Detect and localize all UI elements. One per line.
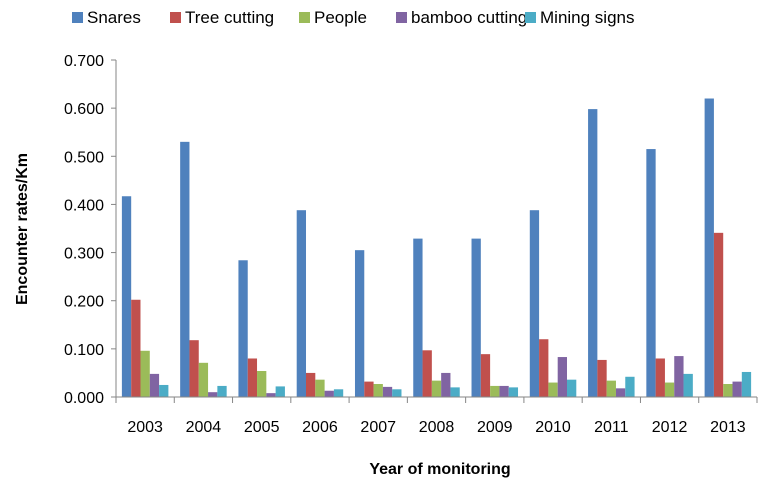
bar-bamboo-cutting [208,392,218,397]
bar-tree-cutting [247,358,258,397]
bar-tree-cutting [422,350,432,397]
bar-mining-signs [159,384,169,397]
bar-tree-cutting [539,339,549,397]
x-tick-label: 2010 [535,419,571,436]
bar-tree-cutting [480,354,491,397]
bar-bamboo-cutting [441,372,451,397]
legend-swatch [299,12,310,23]
bar-snares [296,210,307,397]
y-tick-label: 0.400 [64,197,104,214]
bar-snares [704,98,714,397]
bar-people [431,380,442,397]
legend-swatch [396,12,407,23]
bar-people [664,382,675,397]
bar-tree-cutting [306,372,316,397]
x-tick-label: 2006 [302,419,338,436]
bar-snares [354,250,365,397]
y-tick-label: 0.100 [64,342,104,359]
bar-tree-cutting [364,381,374,397]
bar-mining-signs [508,387,519,397]
bar-people [373,384,383,397]
bar-tree-cutting [713,232,724,397]
bar-mining-signs [683,373,693,397]
bar-mining-signs [625,376,635,397]
bar-mining-signs [275,386,285,397]
bar-people [198,362,209,397]
bar-tree-cutting [189,340,199,397]
bar-people [490,385,500,397]
bar-people [723,384,733,397]
legend-swatch [170,12,181,23]
y-axis-title: Encounter rates/Km [14,153,31,305]
x-tick-label: 2007 [360,419,396,436]
legend-label: bamboo cutting [411,8,527,27]
bar-mining-signs [333,389,344,397]
bar-bamboo-cutting [557,357,567,397]
bar-bamboo-cutting [615,388,626,397]
x-tick-label: 2012 [652,419,688,436]
legend-swatch [72,12,83,23]
y-tick-label: 0.000 [64,390,104,407]
bar-snares [180,141,190,397]
bar-snares [471,238,481,397]
legend-label: Mining signs [540,8,635,27]
bar-people [257,371,267,397]
x-tick-label: 2008 [419,419,455,436]
bar-mining-signs [392,389,402,397]
bar-snares [238,260,248,397]
x-tick-label: 2011 [594,419,629,436]
bar-bamboo-cutting [732,381,742,397]
x-tick-label: 2003 [127,419,163,436]
x-tick-label: 2013 [710,419,746,436]
x-tick-label: 2009 [477,419,513,436]
bar-mining-signs [450,387,460,397]
y-tick-label: 0.700 [64,53,104,70]
legend-swatch [525,12,536,23]
bar-snares [646,149,656,397]
bar-snares [413,238,423,397]
x-axis-title: Year of monitoring [369,461,510,478]
bar-bamboo-cutting [149,373,160,397]
y-tick-label: 0.300 [64,246,104,263]
x-tick-label: 2005 [244,419,280,436]
legend-label: Snares [87,8,141,27]
legend: Snares Tree cutting People bamboo cutting Mi… [72,8,635,27]
bar-people [606,380,616,397]
bar-snares [588,109,598,397]
bar-bamboo-cutting [382,386,393,397]
bar-snares [529,210,540,397]
bar-tree-cutting [597,359,607,397]
legend-label: People [314,8,367,27]
bar-tree-cutting [655,358,665,397]
bar-bamboo-cutting [499,385,509,397]
bar-tree-cutting [131,299,141,397]
bar-people [140,350,150,397]
bar-mining-signs [741,371,752,397]
y-tick-label: 0.200 [64,294,104,311]
y-tick-label: 0.600 [64,101,104,118]
legend-label: Tree cutting [185,8,274,27]
bar-bamboo-cutting [324,390,334,397]
x-tick-label: 2004 [186,419,222,436]
y-axis: 0.000 0.100 0.200 0.300 0.400 0.500 0.600 0.700 [64,53,117,407]
y-tick-label: 0.500 [64,149,104,166]
bar-bamboo-cutting [674,356,684,397]
x-axis: 2003 2004 2005 2006 2007 2008 2009 2010 2011 2012… [115,396,758,436]
bar-mining-signs [566,379,577,397]
bar-snares [121,196,132,397]
bars [121,98,752,397]
bar-bamboo-cutting [266,393,276,397]
bar-people [315,379,325,397]
bar-mining-signs [217,385,227,397]
bar-people [548,382,558,397]
